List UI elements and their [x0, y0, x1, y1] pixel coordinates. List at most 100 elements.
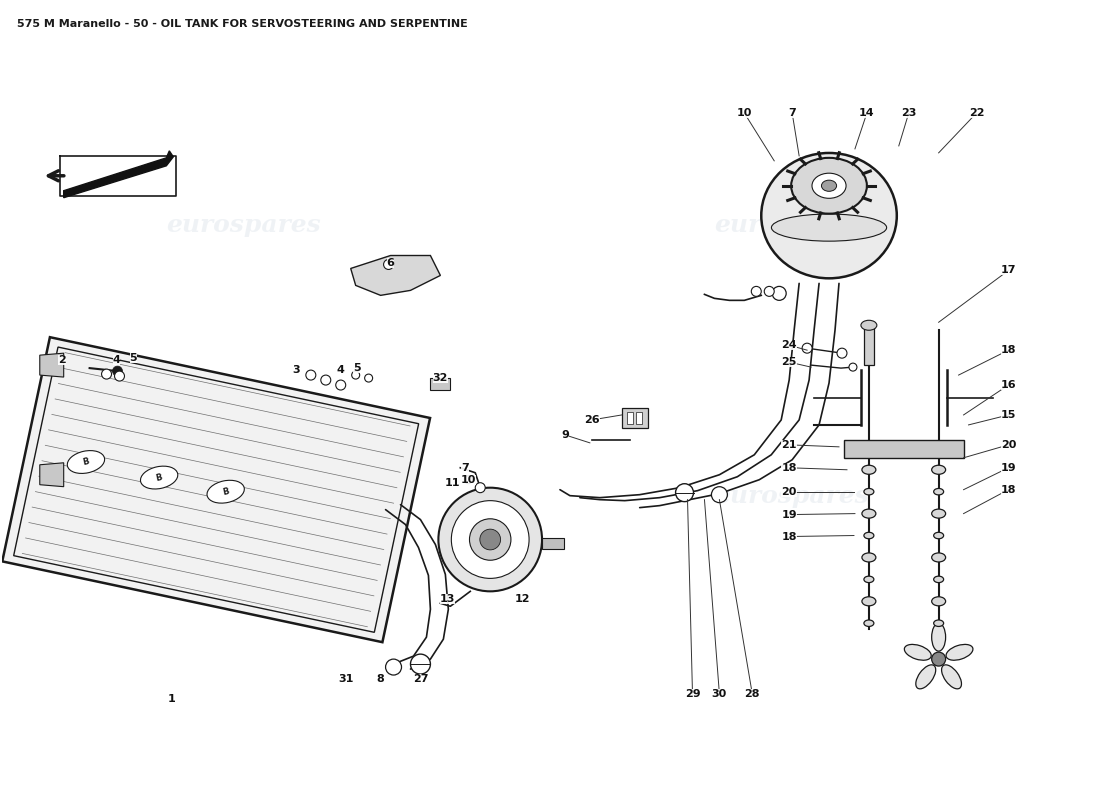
- Ellipse shape: [862, 509, 876, 518]
- Text: B: B: [81, 457, 90, 467]
- Text: 12: 12: [515, 594, 530, 604]
- Circle shape: [712, 486, 727, 502]
- Text: 3: 3: [293, 365, 299, 375]
- Ellipse shape: [864, 532, 873, 538]
- Bar: [844, 440, 964, 458]
- Circle shape: [464, 476, 472, 484]
- Text: 2: 2: [58, 355, 66, 365]
- Ellipse shape: [822, 180, 837, 191]
- Text: eurospares: eurospares: [166, 484, 320, 508]
- Text: 10: 10: [737, 108, 752, 118]
- Ellipse shape: [761, 153, 896, 278]
- Ellipse shape: [207, 480, 244, 503]
- Circle shape: [772, 286, 786, 300]
- Circle shape: [751, 286, 761, 296]
- Circle shape: [837, 348, 847, 358]
- Text: 19: 19: [781, 510, 798, 520]
- Text: 20: 20: [1001, 440, 1016, 450]
- Text: 7: 7: [461, 462, 470, 473]
- Text: 575 M Maranello - 50 - OIL TANK FOR SERVOSTEERING AND SERPENTINE: 575 M Maranello - 50 - OIL TANK FOR SERV…: [16, 19, 468, 30]
- Circle shape: [410, 654, 430, 674]
- Text: B: B: [221, 486, 230, 497]
- Text: 27: 27: [412, 674, 428, 684]
- Circle shape: [352, 371, 360, 379]
- Text: 28: 28: [745, 689, 760, 699]
- Circle shape: [101, 369, 111, 379]
- Text: 18: 18: [781, 531, 796, 542]
- Text: 20: 20: [781, 486, 796, 497]
- Polygon shape: [40, 353, 64, 377]
- Circle shape: [764, 286, 774, 296]
- Text: 8: 8: [376, 674, 385, 684]
- Ellipse shape: [932, 623, 946, 651]
- Text: 17: 17: [1001, 266, 1016, 275]
- Text: 18: 18: [781, 462, 796, 473]
- Circle shape: [439, 488, 542, 591]
- Ellipse shape: [791, 158, 867, 214]
- Circle shape: [932, 652, 946, 666]
- Ellipse shape: [141, 466, 178, 489]
- Circle shape: [849, 363, 857, 371]
- Ellipse shape: [862, 466, 876, 474]
- Polygon shape: [64, 151, 174, 198]
- Circle shape: [675, 484, 693, 502]
- Text: eurospares: eurospares: [714, 484, 869, 508]
- Bar: [621, 408, 648, 428]
- Text: 16: 16: [1001, 380, 1016, 390]
- Ellipse shape: [812, 173, 846, 198]
- Text: 21: 21: [781, 440, 796, 450]
- Bar: [430, 378, 450, 390]
- Ellipse shape: [864, 576, 873, 582]
- Text: 4: 4: [337, 365, 344, 375]
- Ellipse shape: [904, 645, 932, 660]
- Text: 29: 29: [684, 689, 701, 699]
- Text: 24: 24: [781, 340, 798, 350]
- Circle shape: [475, 482, 485, 493]
- Ellipse shape: [932, 466, 946, 474]
- Ellipse shape: [861, 320, 877, 330]
- Text: 5: 5: [353, 363, 361, 373]
- Circle shape: [321, 375, 331, 385]
- Ellipse shape: [864, 489, 873, 495]
- Circle shape: [306, 370, 316, 380]
- Text: 18: 18: [1001, 345, 1016, 355]
- Circle shape: [451, 501, 529, 578]
- Ellipse shape: [934, 620, 944, 626]
- Circle shape: [112, 366, 122, 376]
- Ellipse shape: [771, 214, 887, 241]
- Circle shape: [802, 343, 812, 353]
- Text: 23: 23: [901, 108, 916, 118]
- Ellipse shape: [934, 489, 944, 495]
- Ellipse shape: [932, 509, 946, 518]
- Circle shape: [470, 518, 510, 560]
- Polygon shape: [40, 462, 64, 486]
- Ellipse shape: [934, 532, 944, 538]
- Text: 26: 26: [584, 415, 600, 425]
- Text: 30: 30: [712, 689, 727, 699]
- Text: eurospares: eurospares: [166, 213, 320, 237]
- Bar: [864, 326, 873, 365]
- Circle shape: [336, 380, 345, 390]
- Ellipse shape: [946, 645, 972, 660]
- Polygon shape: [2, 337, 430, 642]
- Text: eurospares: eurospares: [714, 213, 869, 237]
- Ellipse shape: [932, 597, 946, 606]
- Text: 7: 7: [789, 108, 796, 118]
- Bar: [636, 412, 641, 424]
- Ellipse shape: [862, 597, 876, 606]
- Text: 15: 15: [1001, 410, 1016, 420]
- Ellipse shape: [932, 553, 946, 562]
- Text: 9: 9: [561, 430, 569, 440]
- Bar: [627, 412, 632, 424]
- Circle shape: [386, 659, 402, 675]
- Text: 11: 11: [444, 478, 460, 488]
- Ellipse shape: [67, 450, 104, 474]
- Circle shape: [480, 529, 501, 550]
- Circle shape: [364, 374, 373, 382]
- Text: 5: 5: [130, 353, 138, 363]
- Text: B: B: [155, 473, 163, 482]
- Ellipse shape: [934, 576, 944, 582]
- Ellipse shape: [942, 665, 961, 689]
- Ellipse shape: [916, 665, 936, 689]
- Ellipse shape: [862, 553, 876, 562]
